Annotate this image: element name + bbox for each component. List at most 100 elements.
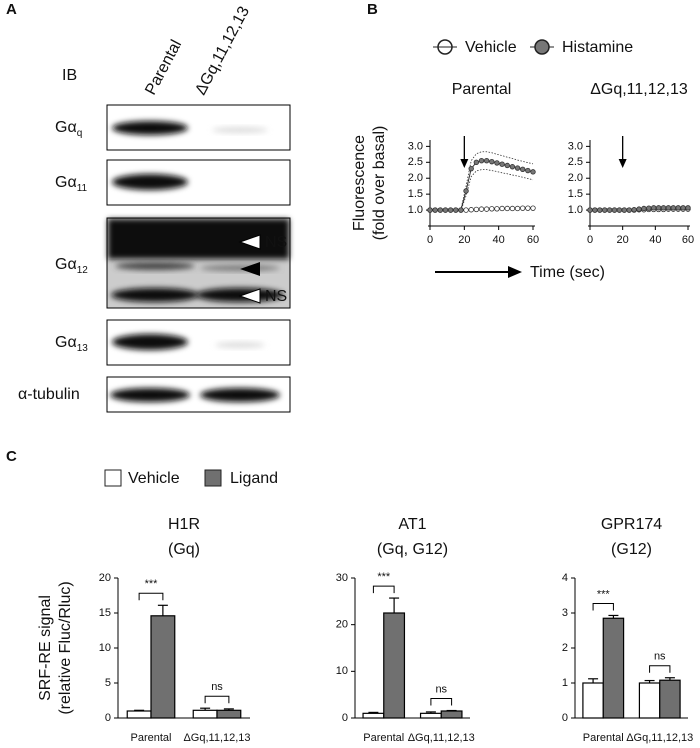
data-point [641, 205, 647, 212]
bar [638, 682, 661, 719]
data-point [651, 205, 657, 211]
chart-subtitle: (G12) [611, 541, 652, 558]
data-point [525, 167, 531, 174]
x-tick-label: 60 [527, 234, 539, 246]
chart-title: Parental [452, 81, 512, 98]
data-point [463, 188, 469, 194]
blot-label: α-tubulin [18, 386, 80, 403]
y-tick-label: 0 [105, 712, 111, 724]
significance-label: *** [597, 588, 611, 600]
significance-label: ns [211, 681, 223, 693]
legend-label: Vehicle [465, 39, 517, 56]
bar [383, 612, 406, 719]
data-point [626, 207, 632, 213]
blot [106, 376, 291, 413]
panel-label: A [6, 1, 17, 18]
x-tick-label: Parental [363, 732, 404, 744]
y-tick-label: 2 [562, 642, 568, 654]
data-point [636, 206, 642, 212]
data-point [514, 165, 521, 171]
blot [106, 217, 291, 309]
significance-label: *** [377, 571, 391, 583]
data-point [646, 205, 652, 211]
bar [192, 709, 218, 719]
column-label: ΔGq,11,12,13 [192, 4, 253, 98]
blot-label: Gαq [55, 119, 82, 138]
x-tick-label: 20 [458, 234, 470, 246]
panel-label: C [6, 448, 17, 465]
stimulus-arrowhead [460, 159, 469, 168]
data-point [655, 205, 662, 211]
bar [216, 709, 242, 719]
data-point [463, 207, 469, 213]
data-point [611, 207, 618, 213]
y-tick-label: 5 [105, 677, 111, 689]
chart-title: AT1 [398, 516, 426, 533]
data-point [499, 205, 505, 212]
y-tick-label: 2.5 [408, 156, 423, 168]
y-axis-label: SRF-RE signal [37, 595, 54, 701]
data-point [453, 207, 459, 213]
x-tick-label: 60 [682, 234, 694, 246]
y-axis-label: Fluorescence [351, 135, 368, 231]
time-arrowhead [508, 266, 522, 278]
data-point [530, 169, 536, 175]
data-point [458, 207, 464, 213]
significance-bracket [204, 695, 230, 704]
data-point [473, 159, 480, 165]
y-tick-label: 3 [562, 607, 568, 619]
data-point [606, 207, 613, 213]
ib-label: IB [62, 67, 77, 84]
x-tick-label: ΔGq,11,12,13 [183, 732, 250, 744]
data-point [514, 205, 521, 212]
legend-swatch [104, 469, 122, 487]
y-tick-label: 20 [99, 572, 111, 584]
x-tick-label: Parental [131, 732, 172, 744]
significance-bracket [138, 592, 164, 601]
data-point [483, 206, 490, 212]
chart-title: ΔGq,11,12,13 [590, 81, 688, 98]
significance-bracket [372, 585, 395, 594]
y-tick-label: 0 [342, 712, 348, 724]
x-tick-label: 20 [617, 234, 629, 246]
y-tick-label: 1 [562, 677, 568, 689]
data-point [597, 207, 603, 213]
band-arrow [240, 262, 260, 276]
data-point [592, 207, 598, 213]
blot-label: Gα13 [55, 334, 88, 353]
bar [440, 710, 463, 719]
bar [150, 615, 176, 719]
data-point [432, 207, 438, 213]
y-axis-label: (fold over basal) [371, 126, 388, 241]
x-tick-label: ΔGq,11,12,13 [626, 732, 693, 744]
ns-label: NS [265, 288, 287, 305]
x-axis-label: Time (sec) [530, 264, 605, 281]
data-point [483, 158, 490, 164]
y-tick-label: 15 [99, 607, 111, 619]
data-point [437, 207, 443, 213]
significance-bracket [649, 665, 671, 673]
y-tick-label: 1.5 [408, 188, 423, 200]
data-point [468, 207, 474, 213]
data-point [685, 205, 691, 211]
blot-label: Gα12 [55, 256, 88, 275]
x-tick-label: ΔGq,11,12,13 [408, 732, 475, 744]
legend-label: Ligand [230, 470, 278, 487]
data-point [660, 205, 667, 211]
y-tick-label: 20 [336, 619, 348, 631]
data-point [525, 205, 531, 211]
significance-label: *** [145, 578, 159, 590]
data-point [631, 207, 637, 213]
legend-swatch [204, 469, 222, 487]
data-point [489, 158, 495, 165]
data-point [447, 207, 454, 213]
x-tick-label: 0 [587, 234, 593, 246]
y-tick-label: 2.0 [408, 172, 423, 184]
data-point [675, 205, 681, 211]
y-tick-label: 10 [99, 642, 111, 654]
x-tick-label: Parental [583, 732, 624, 744]
y-tick-label: 2.5 [568, 156, 583, 168]
legend-label: Vehicle [128, 470, 180, 487]
data-point [489, 206, 495, 212]
